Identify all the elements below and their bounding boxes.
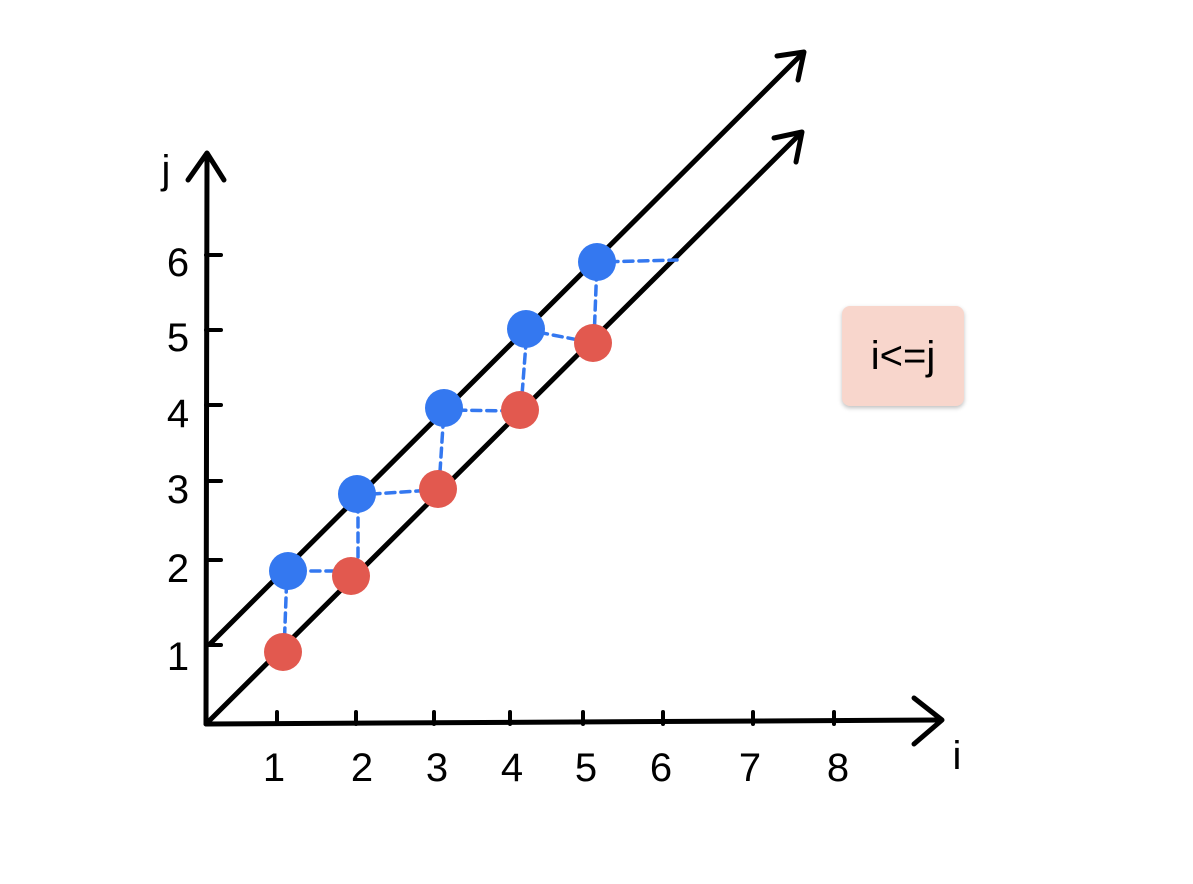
x-tick-label: 1: [263, 746, 285, 790]
diagonal-line-lower: [205, 131, 803, 725]
x-ticks: [275, 710, 836, 726]
red-point: [501, 391, 539, 429]
blue-point: [338, 475, 376, 513]
y-axis-title: j: [161, 148, 171, 192]
blue-point: [425, 389, 463, 427]
x-axis: [203, 717, 943, 727]
x-tick-label: 2: [351, 746, 373, 790]
x-axis-title: i: [953, 734, 962, 778]
blue-points: [269, 243, 616, 590]
x-tick-label: 8: [827, 746, 849, 790]
x-axis-arrowhead: [911, 695, 945, 747]
x-tick-label: 7: [739, 746, 761, 790]
condition-label: i<=j: [870, 333, 936, 378]
red-point: [332, 557, 370, 595]
y-ticks: [204, 253, 223, 647]
y-tick-label: 5: [167, 316, 189, 360]
red-point: [264, 633, 302, 671]
blue-point: [507, 310, 545, 348]
x-tick-label: 5: [575, 746, 597, 790]
y-axis-arrowhead: [185, 150, 227, 183]
y-tick-label: 1: [167, 635, 189, 679]
red-point: [574, 324, 612, 362]
red-point: [419, 470, 457, 508]
condition-badge: i<=j: [842, 306, 964, 406]
y-tick-label: 4: [167, 392, 189, 436]
y-axis: [203, 152, 210, 727]
diagonal-line-upper: [207, 51, 805, 647]
blue-point: [578, 243, 616, 281]
x-tick-label: 3: [426, 746, 448, 790]
y-tick-label: 2: [167, 547, 189, 591]
blue-point: [269, 552, 307, 590]
red-points: [264, 324, 612, 671]
diagonal-lower-arrowhead: [771, 129, 805, 165]
x-tick-label: 4: [501, 746, 523, 790]
y-tick-label: 6: [167, 241, 189, 285]
x-tick-label: 6: [650, 746, 672, 790]
diagonal-upper-arrowhead: [774, 49, 807, 83]
y-tick-label: 3: [167, 468, 189, 512]
